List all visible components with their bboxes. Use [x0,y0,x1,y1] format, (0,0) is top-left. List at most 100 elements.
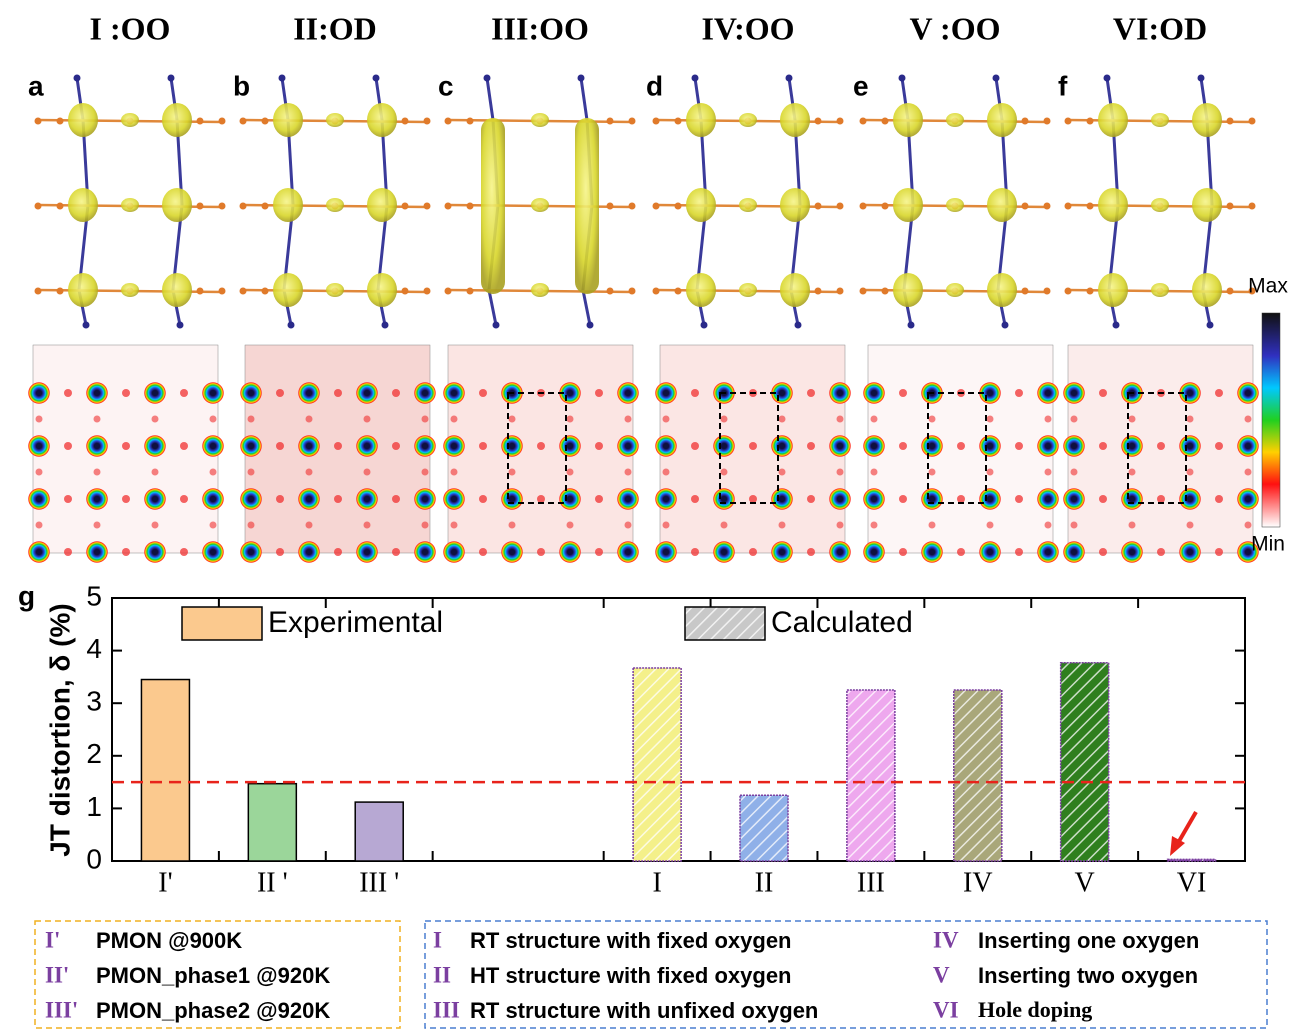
heatmap-node [921,488,943,510]
heatmap-dot [276,442,284,450]
heatmap-dot [1015,389,1023,397]
panel-header: V :OO [910,10,1001,46]
heatmap-dot [210,416,217,423]
atom [815,203,822,210]
density [68,273,98,307]
heatmap-node [298,382,320,404]
atom [177,322,184,329]
heatmap-dot [479,495,487,503]
atom [675,203,682,210]
heatmap-dot [871,469,878,476]
atom [692,75,699,82]
heatmap-dot [36,416,43,423]
atom [1087,118,1094,125]
heatmap-dot [691,548,699,556]
heatmap-dot [248,416,255,423]
density [893,188,923,222]
heatmap-dot [1187,469,1194,476]
heatmap-node [979,541,1001,563]
heatmap-dot [180,442,188,450]
atom [860,288,867,295]
atom [1227,203,1234,210]
heatmap-dot [94,522,101,529]
density [780,188,810,222]
heatmap-dot [1045,416,1052,423]
heatmap-node [1179,488,1201,510]
heatmap-dot [899,389,907,397]
note-text: PMON_phase2 @920K [96,998,330,1023]
heatmap-dot [152,522,159,529]
density [946,198,964,212]
density [1098,103,1128,137]
atom [1227,118,1234,125]
heatmap-dot [180,548,188,556]
atom [815,118,822,125]
panel-label: g [18,580,35,611]
atom [1249,118,1256,125]
heatmap-node [298,488,320,510]
heatmap-dot [749,495,757,503]
heatmap-dot [567,522,574,529]
density [326,198,344,212]
bar [847,690,895,861]
heatmap-node [1063,382,1085,404]
panel-header: IV:OO [701,10,794,46]
heatmap-node [1037,541,1059,563]
density [121,198,139,212]
heatmap-node [28,435,50,457]
heatmap-node [443,435,465,457]
note-text: Hole doping [978,997,1092,1022]
heatmap-dot [595,389,603,397]
heatmap-node [1237,435,1259,457]
atom [860,203,867,210]
page: I :OOaII:ODbIII:OOcIV:OOdV :OOeVI:ODf Ma… [0,0,1293,1030]
heatmap-node [617,541,639,563]
density [987,103,1017,137]
colorbar-min: Min [1251,533,1285,556]
heatmap-dot [987,469,994,476]
heatmap-dot [929,416,936,423]
heatmap-dot [1071,469,1078,476]
heatmap-dot [899,442,907,450]
atom [607,288,614,295]
heatmap-node [829,488,851,510]
heatmap-dot [1129,469,1136,476]
atom [675,288,682,295]
atom [279,75,286,82]
atom [578,75,585,82]
atom [1087,288,1094,295]
heatmap-node [655,382,677,404]
heatmap-node [356,435,378,457]
density [367,273,397,307]
heatmap-dot [248,522,255,529]
atom [424,288,431,295]
x-tick-label: VI [1177,867,1207,898]
heatmap-dot [749,548,757,556]
heatmap-dot [1045,469,1052,476]
atom [35,203,42,210]
heatmap-dot [625,469,632,476]
atom [1002,322,1009,329]
atom [219,203,226,210]
atom [197,118,204,125]
heatmap-dot [537,495,545,503]
heatmap-dot [567,416,574,423]
heatmap-node [1237,488,1259,510]
density [1098,273,1128,307]
note-text: HT structure with fixed oxygen [470,963,792,988]
density [1151,198,1169,212]
note-text: PMON_phase1 @920K [96,963,330,988]
panel-letter: f [1058,70,1068,101]
atom [860,118,867,125]
heatmap-dot [1045,522,1052,529]
heatmap-node [501,541,523,563]
heatmap-dot [837,416,844,423]
note-text: RT structure with unfixed oxygen [470,998,818,1023]
density [1098,188,1128,222]
heatmap-node [1063,435,1085,457]
heatmap-node [1179,435,1201,457]
bar [355,802,403,861]
heatmap-dot [276,389,284,397]
density [686,188,716,222]
heatmap-node [356,382,378,404]
